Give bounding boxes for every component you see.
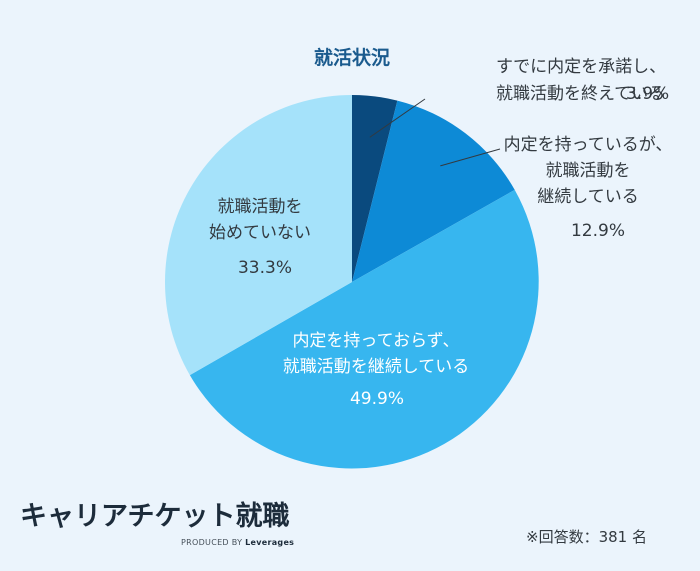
brand-name: キャリアチケット就職 (20, 501, 290, 532)
pie-slices (165, 95, 539, 469)
chart-title: 就活状況 (314, 46, 390, 69)
slice-value-label: 3.9% (626, 84, 669, 104)
leader-lines (369, 98, 501, 167)
brand-logo: キャリアチケット就職 PRODUCED BY Leverages (20, 500, 310, 560)
brand-tagline-name: Leverages (245, 538, 295, 547)
slice-value-label: 12.9% (571, 221, 625, 241)
slice-label-line: 継続している (537, 187, 639, 207)
slice-label-line: 就職活動を継続している (283, 357, 470, 377)
slice-label-line: 就職活動を (218, 197, 303, 217)
brand-tagline-prefix: PRODUCED BY (181, 538, 243, 547)
pie-slice-1 (352, 95, 398, 282)
slice-label-line: 就職活動を終えている (496, 84, 665, 104)
slice-label-line: 内定を持っているが、 (504, 135, 673, 155)
slice-labels: すでに内定を承諾し、就職活動を終えている3.9%内定を持っているが、就職活動を継… (209, 57, 672, 409)
leader-line-2 (440, 148, 501, 167)
response-count-note: ※回答数：381 名 (526, 528, 647, 546)
slice-label-line: 始めていない (209, 223, 311, 243)
brand-tagline: PRODUCED BY Leverages (181, 538, 294, 548)
slice-label-2: 内定を持っているが、就職活動を継続している 12.9% (504, 135, 673, 241)
slice-value-label: 33.3% (238, 258, 292, 278)
pie-slice-2 (352, 100, 515, 282)
slice-value-label: 49.9% (350, 389, 404, 409)
pie-slice-3 (189, 189, 539, 469)
slice-label-line: 内定を持っておらず、 (292, 331, 459, 351)
slice-label-3: 内定を持っておらず、就職活動を継続している 49.9% (283, 331, 470, 409)
slice-label-line: すでに内定を承諾し、 (496, 57, 666, 77)
leader-line-1 (369, 98, 426, 138)
slice-label-line: 就職活動を (546, 161, 631, 181)
pie-slice-4 (165, 95, 352, 376)
